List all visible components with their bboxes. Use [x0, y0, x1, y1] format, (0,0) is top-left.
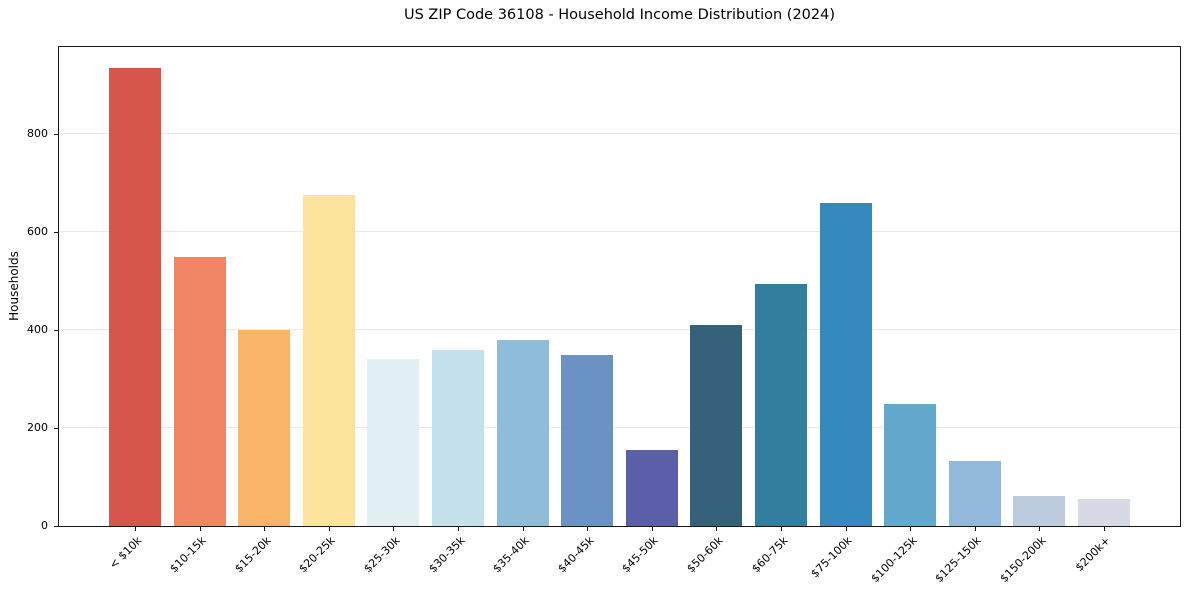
x-tick-mark-$15-20k — [264, 527, 266, 531]
x-tick-mark-$10-15k — [199, 527, 201, 531]
x-tick-mark-$20-25k — [328, 527, 330, 531]
x-tick-label-$150-200k: $150-200k — [997, 534, 1049, 586]
gridline-y800 — [59, 133, 1180, 135]
x-tick-mark-$60-75k — [781, 527, 782, 531]
gridline-y400 — [59, 329, 1180, 331]
x-tick-mark-$100-125k — [910, 527, 912, 531]
x-tick-mark-$75-100k — [845, 527, 847, 531]
y-tick-label-400: 400 — [27, 323, 48, 337]
gridline-y600 — [59, 231, 1180, 233]
bar-$25-30k — [367, 359, 420, 526]
x-tick-mark-$35-40k — [522, 527, 524, 531]
gridline-y200 — [59, 427, 1180, 429]
y-tick-mark-200 — [54, 428, 58, 430]
y-tick-label-200: 200 — [27, 421, 48, 435]
x-tick-mark-$30-35k — [458, 527, 459, 531]
y-tick-mark-0 — [54, 526, 58, 527]
x-tick-label-$125-150k: $125-150k — [932, 534, 985, 586]
x-tick-label-$45-50k: $45-50k — [619, 534, 662, 576]
bar-$10-15k — [173, 256, 226, 526]
bar-$50-60k — [690, 325, 743, 526]
x-tick-label-< $10k: < $10k — [106, 534, 145, 572]
x-tick-label-$40-45k: $40-45k — [555, 534, 597, 576]
x-tick-label-$20-25k: $20-25k — [296, 534, 339, 576]
y-tick-mark-400 — [54, 330, 58, 332]
y-axis-label: Households — [7, 251, 21, 321]
bar-$15-20k — [238, 330, 291, 526]
x-tick-mark-$40-45k — [587, 527, 589, 531]
x-tick-label-$75-100k: $75-100k — [808, 534, 855, 581]
y-tick-label-600: 600 — [27, 225, 48, 239]
bar-$125-150k — [948, 461, 1001, 526]
x-tick-mark-$50-60k — [716, 527, 718, 531]
bar-$20-25k — [302, 195, 355, 526]
x-tick-mark-$25-30k — [393, 527, 395, 531]
bar-$45-50k — [625, 450, 678, 526]
x-tick-label-$30-35k: $30-35k — [425, 534, 468, 576]
chart-title: US ZIP Code 36108 - Household Income Dis… — [403, 7, 836, 23]
bar-$150-200k — [1013, 495, 1066, 526]
bar-$100-125k — [884, 403, 937, 526]
bar-$75-100k — [819, 202, 872, 526]
bar-$35-40k — [496, 339, 549, 526]
x-tick-label-$100-125k: $100-125k — [868, 534, 920, 586]
bar-$60-75k — [755, 283, 807, 526]
x-tick-label-$60-75k: $60-75k — [748, 534, 791, 576]
x-tick-mark-$125-150k — [974, 527, 976, 531]
x-tick-mark-$150-200k — [1039, 527, 1041, 531]
y-tick-mark-600 — [54, 232, 58, 234]
y-tick-mark-800 — [54, 134, 58, 136]
x-tick-mark-$45-50k — [651, 527, 653, 531]
y-tick-label-800: 800 — [27, 127, 48, 141]
x-tick-label-$25-30k: $25-30k — [361, 534, 403, 576]
y-tick-label-0: 0 — [41, 519, 48, 532]
x-tick-label-$200k+: $200k+ — [1073, 534, 1114, 575]
bar-< $10k — [109, 68, 161, 526]
x-tick-label-$10-15k: $10-15k — [167, 534, 209, 576]
bar-$200k+ — [1078, 498, 1130, 526]
x-tick-mark-< $10k — [135, 527, 136, 531]
x-tick-label-$35-40k: $35-40k — [490, 534, 532, 576]
plot-area — [58, 46, 1181, 527]
bar-$30-35k — [432, 349, 484, 526]
bar-$40-45k — [561, 354, 614, 526]
x-tick-label-$15-20k: $15-20k — [232, 534, 274, 576]
x-tick-label-$50-60k: $50-60k — [684, 534, 726, 576]
x-tick-mark-$200k+ — [1104, 527, 1105, 531]
